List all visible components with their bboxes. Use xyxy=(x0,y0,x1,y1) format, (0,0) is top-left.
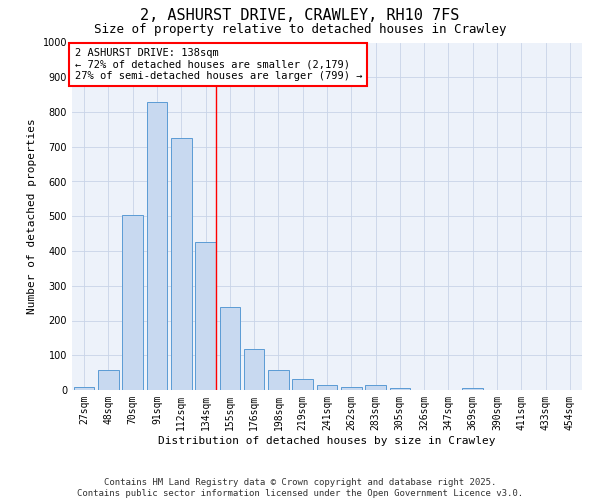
Bar xyxy=(463,388,483,390)
Bar xyxy=(365,386,386,390)
Bar xyxy=(268,370,289,390)
Bar xyxy=(146,102,167,390)
X-axis label: Distribution of detached houses by size in Crawley: Distribution of detached houses by size … xyxy=(158,436,496,446)
Text: 2, ASHURST DRIVE, CRAWLEY, RH10 7FS: 2, ASHURST DRIVE, CRAWLEY, RH10 7FS xyxy=(140,8,460,22)
Bar xyxy=(317,385,337,390)
Bar xyxy=(122,214,143,390)
Text: Contains HM Land Registry data © Crown copyright and database right 2025.
Contai: Contains HM Land Registry data © Crown c… xyxy=(77,478,523,498)
Bar xyxy=(244,350,265,390)
Bar xyxy=(74,386,94,390)
Bar xyxy=(171,138,191,390)
Bar xyxy=(195,242,216,390)
Bar xyxy=(292,379,313,390)
Y-axis label: Number of detached properties: Number of detached properties xyxy=(27,118,37,314)
Text: 2 ASHURST DRIVE: 138sqm
← 72% of detached houses are smaller (2,179)
27% of semi: 2 ASHURST DRIVE: 138sqm ← 72% of detache… xyxy=(74,48,362,81)
Bar xyxy=(389,388,410,390)
Bar xyxy=(98,370,119,390)
Bar xyxy=(220,306,240,390)
Text: Size of property relative to detached houses in Crawley: Size of property relative to detached ho… xyxy=(94,22,506,36)
Bar xyxy=(341,386,362,390)
